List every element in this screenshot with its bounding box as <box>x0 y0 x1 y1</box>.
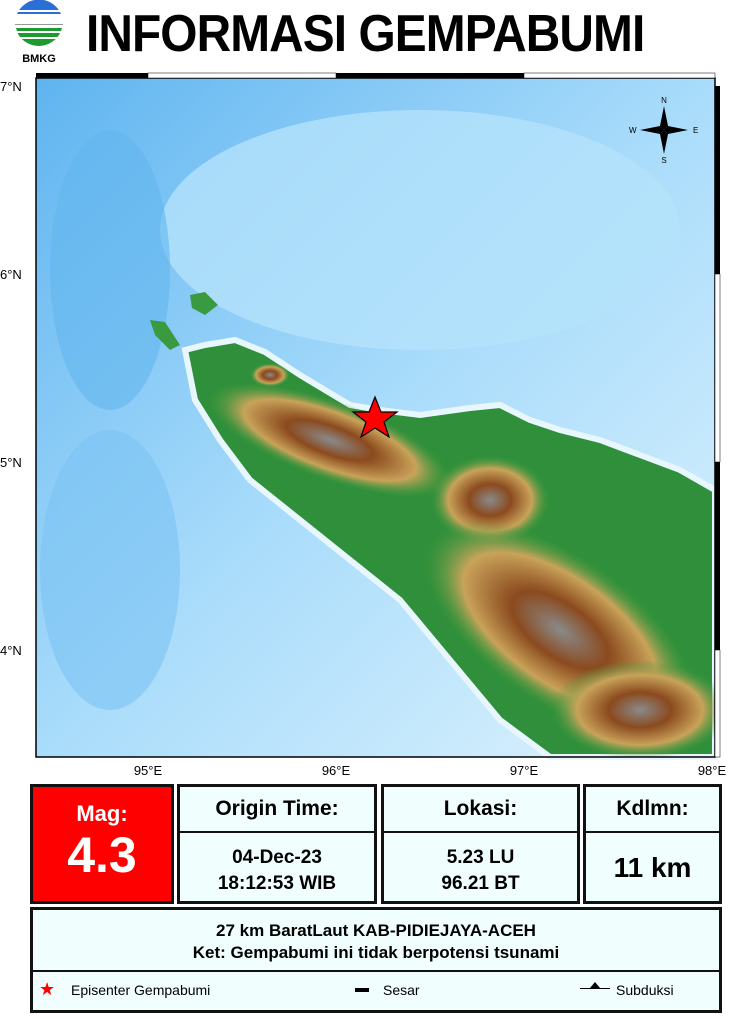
mag-label: Mag: <box>76 801 128 826</box>
lon-tick: 96°E <box>322 763 351 778</box>
lat-tick: 5°N <box>0 455 22 470</box>
lon-tick: 98°E <box>698 763 727 778</box>
origin-time: 18:12:53 WIB <box>217 873 337 894</box>
lon-tick: 95°E <box>134 763 163 778</box>
lat-tick: 4°N <box>0 643 22 658</box>
magnitude-panel: Mag: 4.3 <box>30 784 174 904</box>
earthquake-map: N S E W 7°N 6°N 5°N 4°N 95°E 96°E 97°E 9… <box>0 72 727 778</box>
legend: ★ Episenter Gempabumi Sesar Subduksi <box>33 972 719 1008</box>
depth-value: 11 km <box>613 852 692 883</box>
compass-n: N <box>661 96 667 105</box>
mag-value: 4.3 <box>67 827 137 883</box>
lat-tick: 6°N <box>0 267 22 282</box>
location-panel: Lokasi: 5.23 LU 96.21 BT <box>381 784 580 904</box>
island <box>150 320 180 350</box>
svg-text:BMKG: BMKG <box>22 53 56 65</box>
depth-panel: Kdlmn: 11 km <box>583 784 722 904</box>
legend-fault: Sesar <box>383 982 420 998</box>
epicenter-star-icon: ★ <box>39 979 56 999</box>
legend-subduction: Subduksi <box>616 982 674 998</box>
legend-epicenter: Episenter Gempabumi <box>71 982 211 998</box>
bmkg-logo: BMKG <box>15 0 63 65</box>
origin-time-label: Origin Time: <box>180 787 374 833</box>
longitude: 96.21 BT <box>441 873 520 894</box>
lon-tick: 97°E <box>510 763 539 778</box>
origin-time-panel: Origin Time: 04-Dec-23 18:12:53 WIB <box>177 784 377 904</box>
origin-date: 04-Dec-23 <box>232 847 322 868</box>
compass-e: E <box>693 126 698 135</box>
tsunami-note: Ket: Gempabumi ini tidak berpotensi tsun… <box>192 943 560 962</box>
subduction-icon <box>580 988 610 989</box>
subduction-triangle-icon <box>590 982 600 988</box>
lat-tick: 7°N <box>0 79 22 94</box>
description-panel: 27 km BaratLaut KAB-PIDIEJAYA-ACEH Ket: … <box>30 907 722 1013</box>
depth-label: Kdlmn: <box>586 787 719 833</box>
location-description: 27 km BaratLaut KAB-PIDIEJAYA-ACEH <box>216 921 536 940</box>
compass-s: S <box>661 156 666 165</box>
page-title: INFORMASI GEMPABUMI <box>86 5 645 63</box>
latitude: 5.23 LU <box>446 847 515 868</box>
compass-w: W <box>629 126 637 135</box>
epicenter-star-icon <box>351 395 399 439</box>
compass-rose-icon: N S E W <box>629 96 698 165</box>
fault-line-icon <box>355 988 369 992</box>
island <box>190 292 218 315</box>
location-label: Lokasi: <box>384 787 577 833</box>
